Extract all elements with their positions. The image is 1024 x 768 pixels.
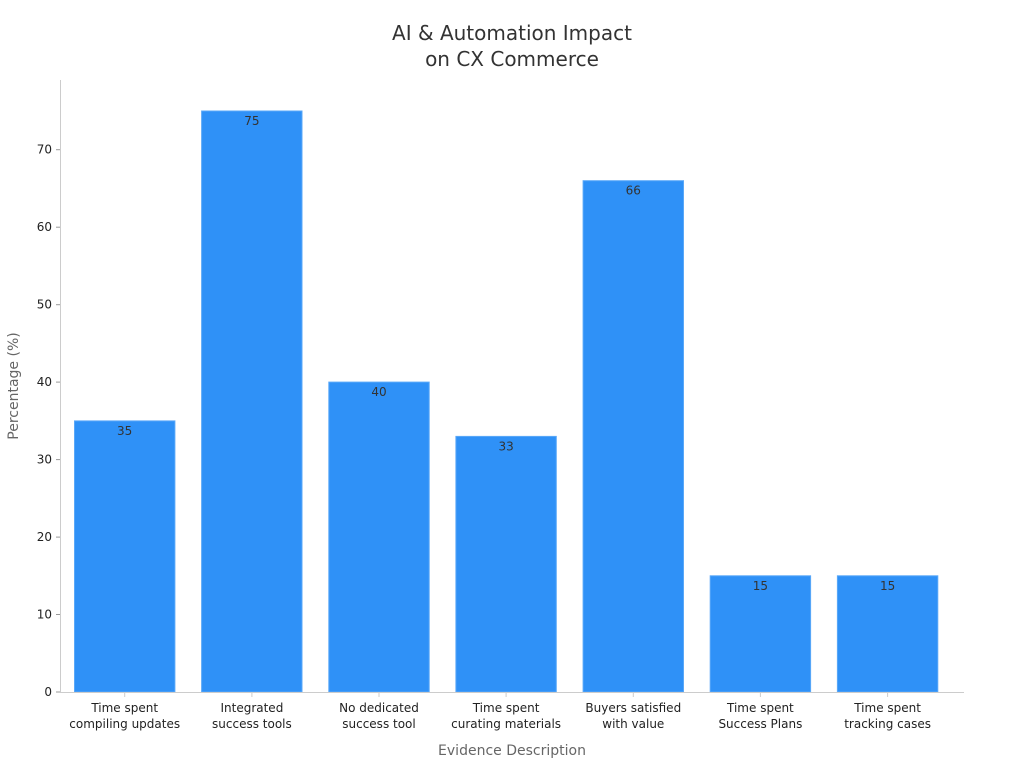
data-label-5: 66	[626, 184, 641, 198]
bar-4	[455, 435, 557, 693]
x-tick-label-4-line-2: curating materials	[451, 717, 561, 731]
x-tick-label-3-line-2: success tool	[342, 717, 415, 731]
y-tick-label-0: 0	[44, 685, 52, 699]
y-tick-label-70: 70	[37, 143, 52, 157]
x-tick-label-7-line-1: Time spent	[853, 701, 921, 715]
bar-6	[709, 575, 812, 693]
bar-group	[74, 110, 939, 693]
x-tick-label-3-line-1: No dedicated	[339, 701, 419, 715]
x-tick-label-6-line-1: Time spent	[726, 701, 794, 715]
x-tick-label-4-line-1: Time spent	[472, 701, 540, 715]
x-tick-label-1-line-2: compiling updates	[69, 717, 180, 731]
data-label-3: 40	[371, 385, 386, 399]
chart-title-line-1: AI & Automation Impact	[392, 21, 632, 45]
data-label-7: 15	[880, 579, 895, 593]
x-tick-label-5-line-1: Buyers satisfied	[585, 701, 681, 715]
bar-3	[328, 381, 430, 693]
data-label-4: 33	[498, 439, 513, 453]
y-axis-title: Percentage (%)	[6, 332, 22, 439]
y-tick-label-10: 10	[37, 608, 52, 622]
chart-title-line-2: on CX Commerce	[425, 47, 599, 71]
data-label-2: 75	[244, 114, 259, 128]
x-tick-label-group: Time spent compiling updates Integrated suc…	[69, 692, 931, 731]
y-tick-label-20: 20	[37, 530, 52, 544]
bar-2	[201, 110, 303, 693]
bar-1	[74, 420, 176, 693]
chart-title: AI & Automation Impact on CX Commerce	[392, 21, 632, 71]
bar-7	[836, 575, 939, 693]
y-tick-label-30: 30	[37, 453, 52, 467]
x-tick-label-6-line-2: Success Plans	[718, 717, 802, 731]
data-label-1: 35	[117, 424, 132, 438]
x-tick-label-2-line-2: success tools	[212, 717, 292, 731]
data-label-group: 35 75 40 33 66 15 15	[117, 114, 895, 593]
data-label-6: 15	[753, 579, 768, 593]
x-tick-label-1-line-1: Time spent	[90, 701, 158, 715]
x-tick-label-2-line-1: Integrated	[220, 701, 283, 715]
y-tick-group: 0 10 20 30 40 50 60 70	[37, 143, 61, 699]
y-tick-label-60: 60	[37, 220, 52, 234]
x-axis-title: Evidence Description	[438, 743, 586, 759]
y-tick-label-50: 50	[37, 298, 52, 312]
x-tick-label-7-line-2: tracking cases	[844, 717, 931, 731]
y-tick-label-40: 40	[37, 375, 52, 389]
bar-5	[582, 180, 684, 693]
x-tick-label-5-line-2: with value	[602, 717, 664, 731]
